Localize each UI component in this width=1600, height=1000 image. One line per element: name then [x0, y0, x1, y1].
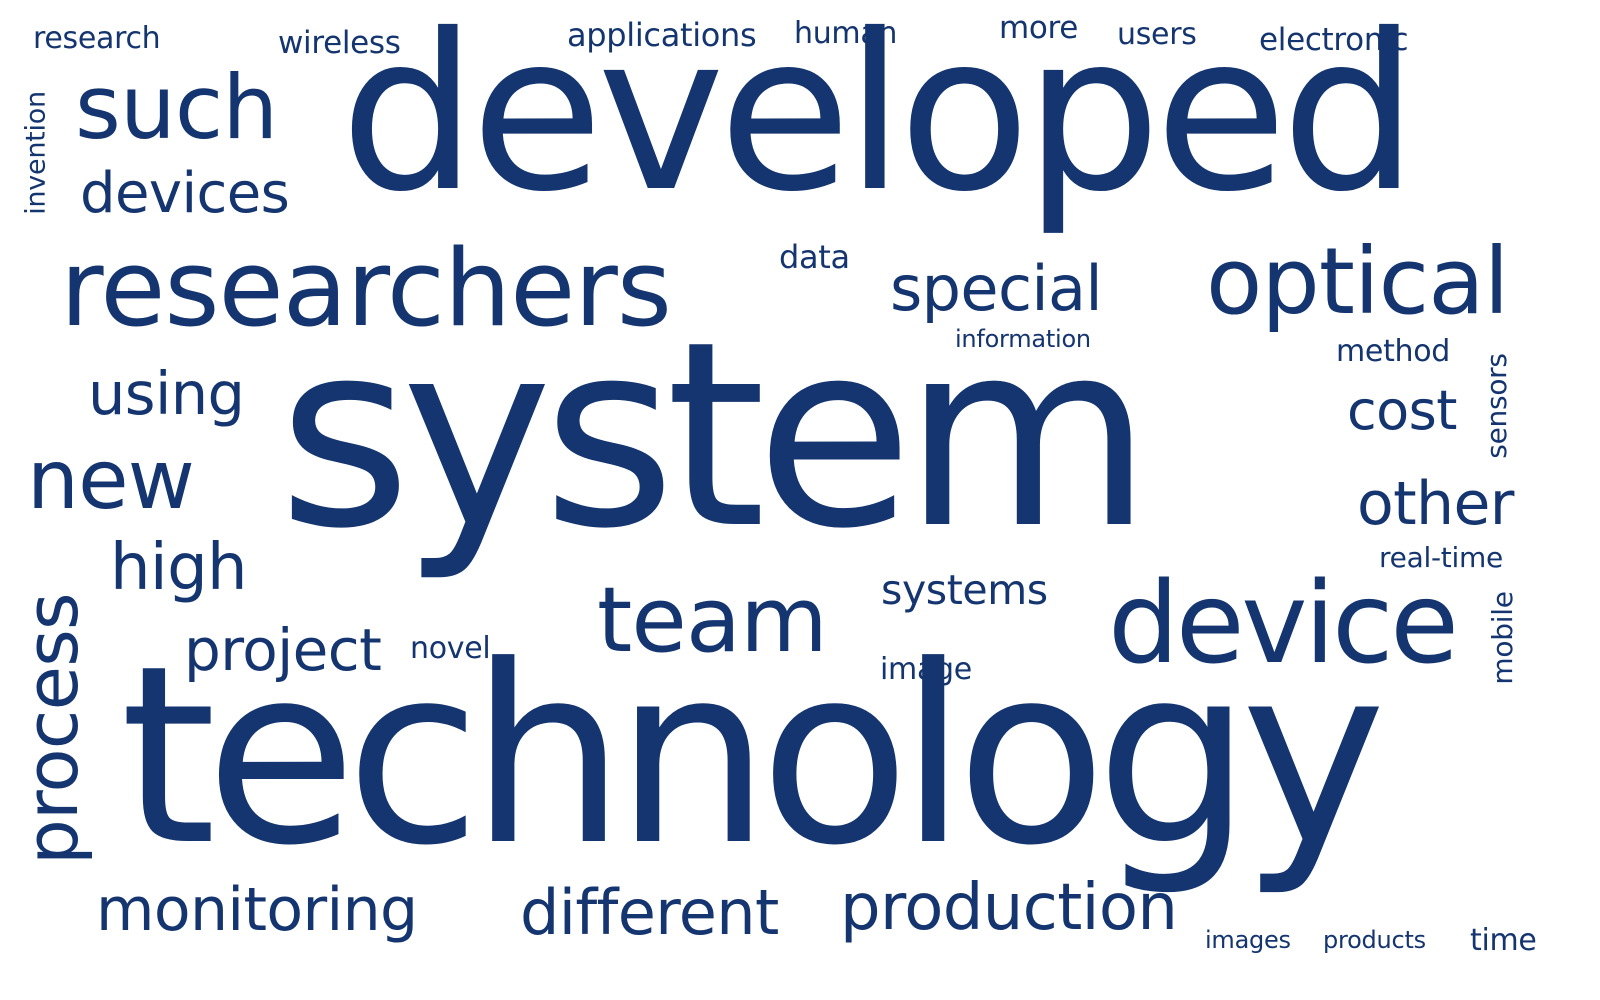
- word-novel: novel: [410, 631, 491, 666]
- word-image: image: [880, 652, 972, 687]
- word-sensors: sensors: [1480, 353, 1513, 459]
- word-using: using: [88, 359, 245, 428]
- word-information: information: [955, 325, 1091, 353]
- word-data: data: [779, 238, 850, 276]
- word-more: more: [999, 10, 1079, 46]
- word-research: research: [33, 21, 161, 56]
- word-systems: systems: [881, 566, 1048, 614]
- word-electronic: electronic: [1259, 22, 1409, 58]
- word-project: project: [184, 616, 382, 684]
- word-new: new: [27, 433, 195, 528]
- word-applications: applications: [567, 16, 757, 54]
- word-team: team: [597, 568, 828, 673]
- word-production: production: [840, 871, 1178, 945]
- word-users: users: [1117, 17, 1197, 52]
- word-different: different: [520, 876, 779, 949]
- word-technology: technology: [120, 614, 1386, 900]
- word-invention: invention: [20, 91, 52, 215]
- word-human: human: [794, 16, 898, 51]
- word-special: special: [890, 252, 1103, 325]
- word-method: method: [1336, 334, 1451, 369]
- word-process: process: [10, 593, 94, 865]
- word-images: images: [1205, 926, 1291, 954]
- word-time: time: [1470, 923, 1537, 958]
- word-monitoring: monitoring: [96, 875, 418, 945]
- word-real-time: real-time: [1379, 541, 1503, 574]
- word-high: high: [110, 531, 248, 605]
- word-device: device: [1108, 559, 1459, 689]
- word-optical: optical: [1206, 228, 1509, 335]
- word-mobile: mobile: [1486, 591, 1519, 685]
- word-such: such: [75, 56, 278, 159]
- word-products: products: [1323, 926, 1426, 954]
- word-other: other: [1357, 469, 1514, 539]
- word-devices: devices: [80, 161, 290, 226]
- word-researchers: researchers: [60, 227, 672, 350]
- word-cost: cost: [1347, 379, 1457, 442]
- word-system: system: [278, 287, 1152, 585]
- word-wireless: wireless: [278, 25, 401, 61]
- word-developed: developed: [340, 0, 1418, 239]
